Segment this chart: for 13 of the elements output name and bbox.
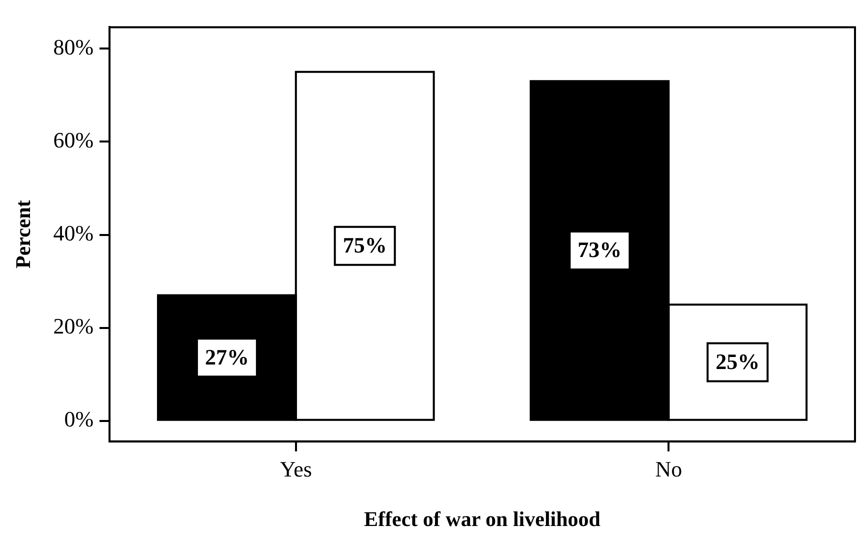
- x-tick-label: No: [655, 456, 682, 482]
- x-tick-label: Yes: [280, 456, 312, 482]
- y-tick-label: 0%: [64, 406, 94, 432]
- y-tick-label: 40%: [53, 220, 94, 246]
- y-tick-label: 60%: [53, 127, 94, 152]
- y-axis-title: Percent: [11, 200, 36, 269]
- y-tick-label: 20%: [53, 314, 94, 339]
- y-tick-label: 80%: [53, 34, 94, 60]
- data-label: 25%: [716, 348, 760, 374]
- x-axis-title: Effect of war on livelihood: [364, 506, 601, 531]
- data-label: 75%: [342, 232, 387, 258]
- data-label: 27%: [204, 344, 249, 370]
- data-label: 73%: [578, 237, 622, 262]
